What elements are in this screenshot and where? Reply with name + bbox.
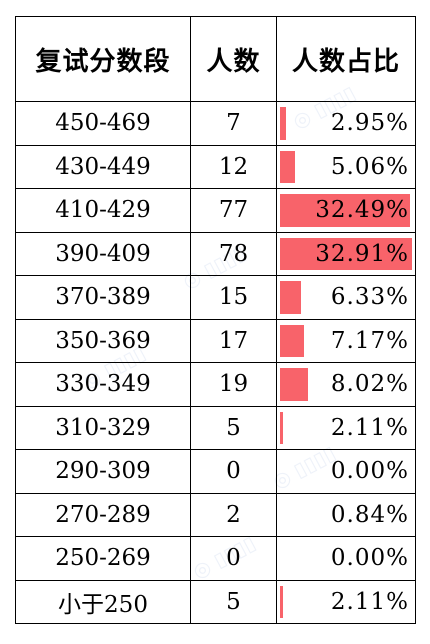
percent-cell: 2.95%	[276, 101, 416, 146]
percent-label: 2.11%	[330, 414, 409, 441]
table-row: 350-369 17 7.17%	[15, 318, 416, 363]
percent-cell: 2.11%	[276, 579, 416, 624]
score-range-cell: 410-429	[15, 188, 191, 233]
percent-cell: 32.49%	[276, 188, 416, 233]
score-range-cell: 430-449	[15, 144, 191, 189]
count-cell: 12	[190, 144, 277, 189]
percent-label: 32.91%	[315, 240, 409, 267]
percent-data-bar	[280, 150, 296, 183]
percent-cell: 7.17%	[276, 318, 416, 363]
percent-label: 0.00%	[330, 545, 409, 572]
percent-cell: 0.00%	[276, 536, 416, 581]
percent-data-bar	[280, 324, 305, 357]
count-cell: 17	[190, 318, 277, 363]
score-range-cell: 270-289	[15, 492, 191, 537]
header-score-range: 复试分数段	[15, 16, 191, 102]
percent-data-bar	[280, 194, 411, 227]
count-cell: 7	[190, 101, 277, 146]
percent-label: 0.00%	[330, 458, 409, 485]
percent-label: 5.06%	[330, 153, 409, 180]
percent-cell: 5.06%	[276, 144, 416, 189]
table-row: 250-269 0 0.00%	[15, 536, 416, 581]
count-cell: 78	[190, 231, 277, 276]
percent-data-bar	[280, 107, 287, 140]
percent-cell: 0.00%	[276, 449, 416, 494]
percent-label: 6.33%	[330, 284, 409, 311]
table-row: 370-389 15 6.33%	[15, 275, 416, 320]
count-cell: 2	[190, 492, 277, 537]
score-range-cell: 390-409	[15, 231, 191, 276]
score-range-cell: 370-389	[15, 275, 191, 320]
score-range-cell: 450-469	[15, 101, 191, 146]
percent-data-bar	[280, 368, 308, 401]
score-range-cell: 310-329	[15, 405, 191, 450]
count-cell: 15	[190, 275, 277, 320]
count-cell: 0	[190, 449, 277, 494]
percent-data-bar	[280, 585, 283, 618]
percent-cell: 2.11%	[276, 405, 416, 450]
percent-label: 8.02%	[330, 371, 409, 398]
percent-label: 7.17%	[330, 327, 409, 354]
score-range-cell: 290-309	[15, 449, 191, 494]
table-header-row: 复试分数段 人数 人数占比	[15, 16, 416, 102]
table-row: 390-409 78 32.91%	[15, 231, 416, 276]
header-count: 人数	[190, 16, 277, 102]
table-row: 330-349 19 8.02%	[15, 362, 416, 407]
percent-data-bar	[280, 281, 301, 314]
percent-cell: 32.91%	[276, 231, 416, 276]
score-range-cell: 330-349	[15, 362, 191, 407]
header-percent: 人数占比	[276, 16, 416, 102]
percent-label: 32.49%	[315, 197, 409, 224]
count-cell: 5	[190, 579, 277, 624]
table-row: 450-469 7 2.95%	[15, 101, 416, 146]
count-cell: 0	[190, 536, 277, 581]
table-row: 430-449 12 5.06%	[15, 144, 416, 189]
count-cell: 19	[190, 362, 277, 407]
table-row: 小于250 5 2.11%	[15, 579, 416, 624]
percent-cell: 6.33%	[276, 275, 416, 320]
count-cell: 5	[190, 405, 277, 450]
score-distribution-table: 复试分数段 人数 人数占比 450-469 7 2.95% 430-449 12 5.06…	[15, 16, 416, 624]
table-row: 410-429 77 32.49%	[15, 188, 416, 233]
table-body: 450-469 7 2.95% 430-449 12 5.06% 410-429 77 32.4…	[15, 101, 416, 624]
table-row: 290-309 0 0.00%	[15, 449, 416, 494]
score-range-cell: 250-269	[15, 536, 191, 581]
count-cell: 77	[190, 188, 277, 233]
table-row: 270-289 2 0.84%	[15, 492, 416, 537]
percent-cell: 8.02%	[276, 362, 416, 407]
percent-data-bar	[280, 237, 412, 270]
percent-label: 2.11%	[330, 588, 409, 615]
table-row: 310-329 5 2.11%	[15, 405, 416, 450]
percent-label: 0.84%	[330, 501, 409, 528]
score-range-cell: 350-369	[15, 318, 191, 363]
percent-label: 2.95%	[330, 110, 409, 137]
percent-data-bar	[280, 411, 283, 444]
percent-cell: 0.84%	[276, 492, 416, 537]
score-range-cell: 小于250	[15, 579, 191, 624]
